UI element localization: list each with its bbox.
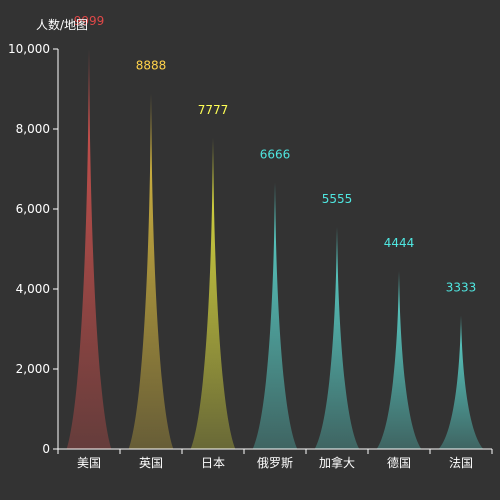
x-tick-label: 加拿大 bbox=[319, 455, 355, 470]
bars-layer bbox=[66, 49, 484, 450]
x-tick-label: 法国 bbox=[449, 456, 473, 470]
data-label: 4444 bbox=[384, 236, 415, 250]
bar-3 bbox=[252, 182, 298, 450]
bar-2 bbox=[190, 137, 236, 450]
data-label: 9999 bbox=[74, 14, 105, 28]
y-axis-unit-label: 人数/地图 bbox=[36, 17, 88, 32]
bar-1 bbox=[128, 93, 174, 449]
y-tick-label: 10,000 bbox=[8, 42, 50, 56]
x-tick-label: 英国 bbox=[139, 456, 163, 470]
y-tick-label: 4,000 bbox=[16, 282, 50, 296]
x-axis-ticks: 美国 英国 日本 俄罗斯 加拿大 德国 法国 bbox=[57, 449, 493, 470]
x-tick-label: 德国 bbox=[387, 455, 411, 470]
y-axis-ticks: 0 2,000 4,000 6,000 8,000 10,000 bbox=[8, 42, 58, 456]
x-tick-label: 美国 bbox=[77, 456, 101, 470]
x-tick-label: 俄罗斯 bbox=[257, 456, 293, 470]
bar-4 bbox=[314, 226, 360, 449]
data-label: 8888 bbox=[136, 58, 167, 72]
data-label: 3333 bbox=[446, 281, 477, 295]
data-label: 7777 bbox=[198, 103, 229, 117]
y-tick-label: 2,000 bbox=[16, 362, 50, 376]
y-tick-label: 6,000 bbox=[16, 202, 50, 216]
y-tick-label: 0 bbox=[42, 442, 50, 456]
bar-6 bbox=[438, 315, 484, 449]
x-tick-label: 日本 bbox=[201, 456, 225, 470]
bar-0 bbox=[66, 49, 112, 449]
data-labels: 9999 8888 7777 6666 5555 4444 3333 bbox=[74, 14, 477, 295]
bar-5 bbox=[376, 271, 422, 449]
data-label: 5555 bbox=[322, 192, 353, 206]
y-tick-label: 8,000 bbox=[16, 122, 50, 136]
data-label: 6666 bbox=[260, 147, 291, 161]
